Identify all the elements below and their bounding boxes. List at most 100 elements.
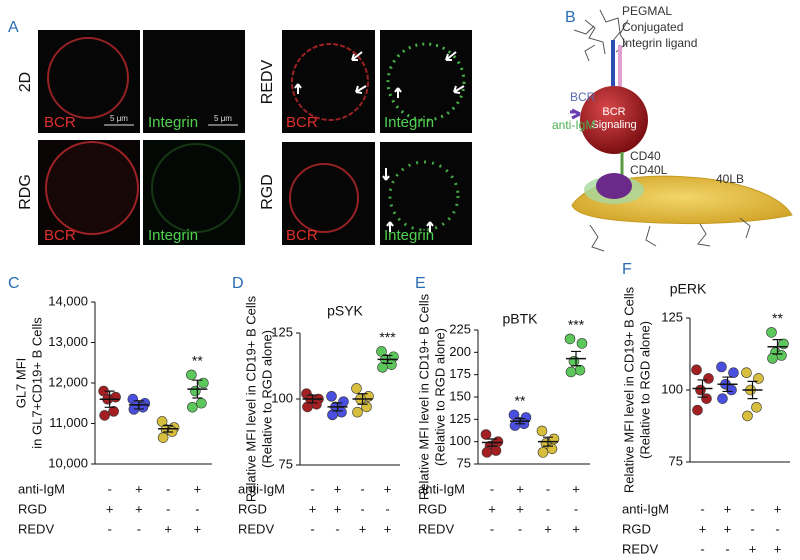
- condition-label: REDV: [238, 521, 274, 536]
- channel-label: BCR: [286, 114, 318, 131]
- b-label: PEGMAL: [622, 4, 672, 18]
- y-tick-label: 125: [271, 324, 293, 339]
- error-bar: [543, 436, 553, 447]
- chart-title: pSYK: [327, 303, 363, 319]
- cell-outline: [291, 43, 369, 121]
- data-point: [574, 364, 586, 376]
- b-label: CD40L: [630, 163, 668, 177]
- condition-sign: -: [775, 521, 779, 536]
- error-bar: [192, 379, 203, 399]
- error-bar: [133, 400, 144, 410]
- significance: **: [515, 393, 526, 409]
- data-point: [99, 410, 110, 421]
- data-point: [703, 373, 714, 384]
- condition-label: anti-IgM: [18, 481, 65, 496]
- condition-sign: -: [335, 521, 339, 536]
- y-tick-label: 12,000: [48, 374, 88, 389]
- data-point: [536, 425, 548, 437]
- data-point: [576, 338, 588, 349]
- error-bar: [382, 354, 393, 364]
- y-tick-label: 75: [457, 455, 471, 470]
- data-point: [186, 369, 197, 381]
- image-tile: [143, 30, 245, 133]
- b-label: Conjugated: [622, 20, 683, 34]
- data-point: [187, 401, 198, 413]
- image-tile: [282, 30, 375, 133]
- condition-sign: +: [384, 521, 392, 536]
- channel-label: BCR: [44, 114, 76, 131]
- condition-sign: +: [384, 481, 392, 496]
- row-label: REDV: [259, 59, 276, 104]
- data-point: [196, 397, 207, 409]
- channel-label: BCR: [286, 227, 318, 244]
- y-tick-label: 13,000: [48, 334, 88, 349]
- chart-title: pBTK: [502, 311, 538, 327]
- condition-sign: -: [490, 521, 494, 536]
- y-tick-label: 125: [449, 411, 471, 426]
- condition-sign: +: [572, 481, 580, 496]
- error-bar: [163, 424, 174, 433]
- data-point: [352, 406, 363, 418]
- scale-label: 5 μm: [214, 114, 232, 123]
- data-point: [157, 432, 169, 443]
- data-point: [198, 377, 209, 389]
- channel-label: BCR: [44, 227, 76, 244]
- condition-sign: -: [166, 501, 170, 516]
- y-tick-label: 225: [449, 321, 471, 336]
- condition-sign: +: [724, 501, 732, 516]
- condition-sign: +: [544, 521, 552, 536]
- condition-sign: +: [572, 521, 580, 536]
- data-point: [326, 391, 337, 402]
- panel-letter: A: [8, 19, 19, 36]
- condition-sign: +: [135, 501, 143, 516]
- antibody: [570, 108, 581, 120]
- row-label: RDG: [17, 174, 34, 210]
- polymer: [589, 217, 751, 252]
- condition-sign: -: [107, 481, 111, 496]
- y-axis-label: GL7 MFI: [13, 358, 28, 409]
- b-label: anti-IgM: [552, 118, 595, 132]
- condition-sign: +: [699, 521, 707, 536]
- arrow: [382, 168, 434, 232]
- data-point: [767, 353, 778, 364]
- condition-sign: -: [360, 481, 364, 496]
- condition-sign: +: [359, 521, 367, 536]
- cell-outline: [386, 42, 466, 122]
- data-point: [377, 362, 388, 373]
- condition-sign: +: [106, 501, 114, 516]
- data-point: [728, 367, 739, 379]
- condition-label: anti-IgM: [238, 481, 285, 496]
- condition-label: RGD: [238, 501, 267, 516]
- panel-letter: D: [232, 275, 244, 292]
- y-axis-label: (Relative to RGD alone): [432, 328, 447, 466]
- error-bar: [571, 350, 581, 367]
- condition-sign: -: [546, 501, 550, 516]
- condition-sign: -: [137, 521, 141, 536]
- condition-sign: -: [518, 521, 522, 536]
- y-tick-label: 175: [449, 366, 471, 381]
- y-tick-label: 150: [449, 388, 471, 403]
- data-point: [753, 373, 764, 384]
- panel-letter: B: [565, 9, 576, 26]
- condition-label: RGD: [622, 521, 651, 536]
- data-point: [190, 385, 201, 397]
- condition-sign: -: [725, 541, 729, 556]
- error-bar: [357, 393, 368, 405]
- error-bar: [515, 417, 525, 425]
- row-label: RGD: [259, 174, 276, 210]
- significance: **: [192, 353, 203, 369]
- data-point: [716, 361, 727, 373]
- condition-sign: +: [724, 521, 732, 536]
- data-point: [509, 420, 521, 431]
- condition-sign: -: [310, 481, 314, 496]
- b-label: Integrin ligand: [622, 36, 697, 50]
- significance: ***: [379, 329, 396, 345]
- condition-sign: -: [700, 501, 704, 516]
- y-axis-label: in GL7+CD19+ B Cells: [29, 317, 44, 449]
- condition-sign: +: [194, 481, 202, 496]
- data-point: [701, 393, 712, 404]
- y-tick-label: 10,000: [48, 455, 88, 470]
- data-point: [302, 401, 313, 413]
- b-cell: [580, 86, 648, 154]
